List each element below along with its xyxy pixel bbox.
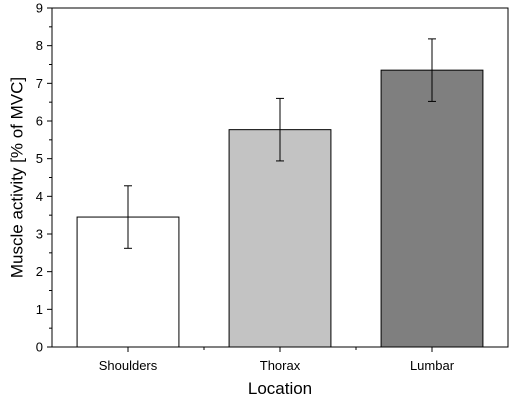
y-tick-label: 7: [36, 76, 43, 91]
y-axis: 0 1 2 3 4 5 6 7 8 9: [36, 1, 52, 355]
y-tick-label: 6: [36, 114, 43, 129]
y-tick-label: 5: [36, 151, 43, 166]
bar-thorax: [228, 129, 332, 348]
bar-lumbar: [380, 69, 484, 348]
y-tick-label: 2: [36, 264, 43, 279]
y-axis-title: Muscle activity [% of MVC]: [7, 77, 26, 278]
y-tick-label: 8: [36, 38, 43, 53]
x-axis-title: Location: [248, 379, 312, 398]
y-tick-label: 3: [36, 227, 43, 242]
x-tick-label: Lumbar: [410, 358, 455, 373]
plot-frame: [51, 7, 509, 348]
y-tick-label: 9: [36, 1, 43, 16]
x-tick-label: Shoulders: [99, 358, 158, 373]
error-bars-group: [124, 38, 436, 249]
y-tick-label: 4: [36, 189, 43, 204]
x-tick-label: Thorax: [260, 358, 301, 373]
error-bar-thorax: [276, 97, 284, 162]
error-bar-lumbar: [428, 38, 436, 102]
y-tick-label: 1: [36, 302, 43, 317]
x-axis: Shoulders Thorax Lumbar: [99, 347, 455, 373]
error-bar-shoulders: [124, 185, 132, 249]
y-tick-label: 0: [36, 340, 43, 355]
